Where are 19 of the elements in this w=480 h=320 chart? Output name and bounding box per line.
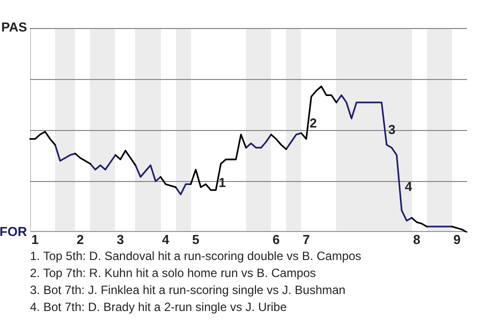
text: 4. Bot 7th: D. Brady hit a 2-run single vs J. Uribe <box>30 299 288 316</box>
x-tick-label: 6 <box>272 232 280 247</box>
x-tick-label: 4 <box>162 232 170 247</box>
annotation: 4 <box>404 179 413 194</box>
text: PAS <box>1 20 28 35</box>
annotation: 2 <box>310 116 317 131</box>
annotation: 3 <box>388 122 396 137</box>
annotation: 1 <box>218 174 226 190</box>
text: FOR <box>0 224 28 239</box>
text: 1. Top 5th: D. Sandoval hit a run-scoring double vs B. Campos <box>30 248 362 265</box>
x-tick-label: 7 <box>302 232 310 247</box>
text: 2. Top 7th: R. Kuhn hit a solo home run vs B. Campos <box>30 265 317 282</box>
x-tick-label: 3 <box>116 232 124 247</box>
text: 3. Bot 7th: J. Finklea hit a run-scoring single vs J. Bushman <box>30 282 346 299</box>
x-tick-label: 5 <box>192 232 200 247</box>
x-tick-label: 1 <box>31 232 39 247</box>
x-tick-label: 9 <box>453 232 461 247</box>
x-tick-label: 8 <box>413 232 420 247</box>
x-tick-label: 2 <box>76 232 84 247</box>
